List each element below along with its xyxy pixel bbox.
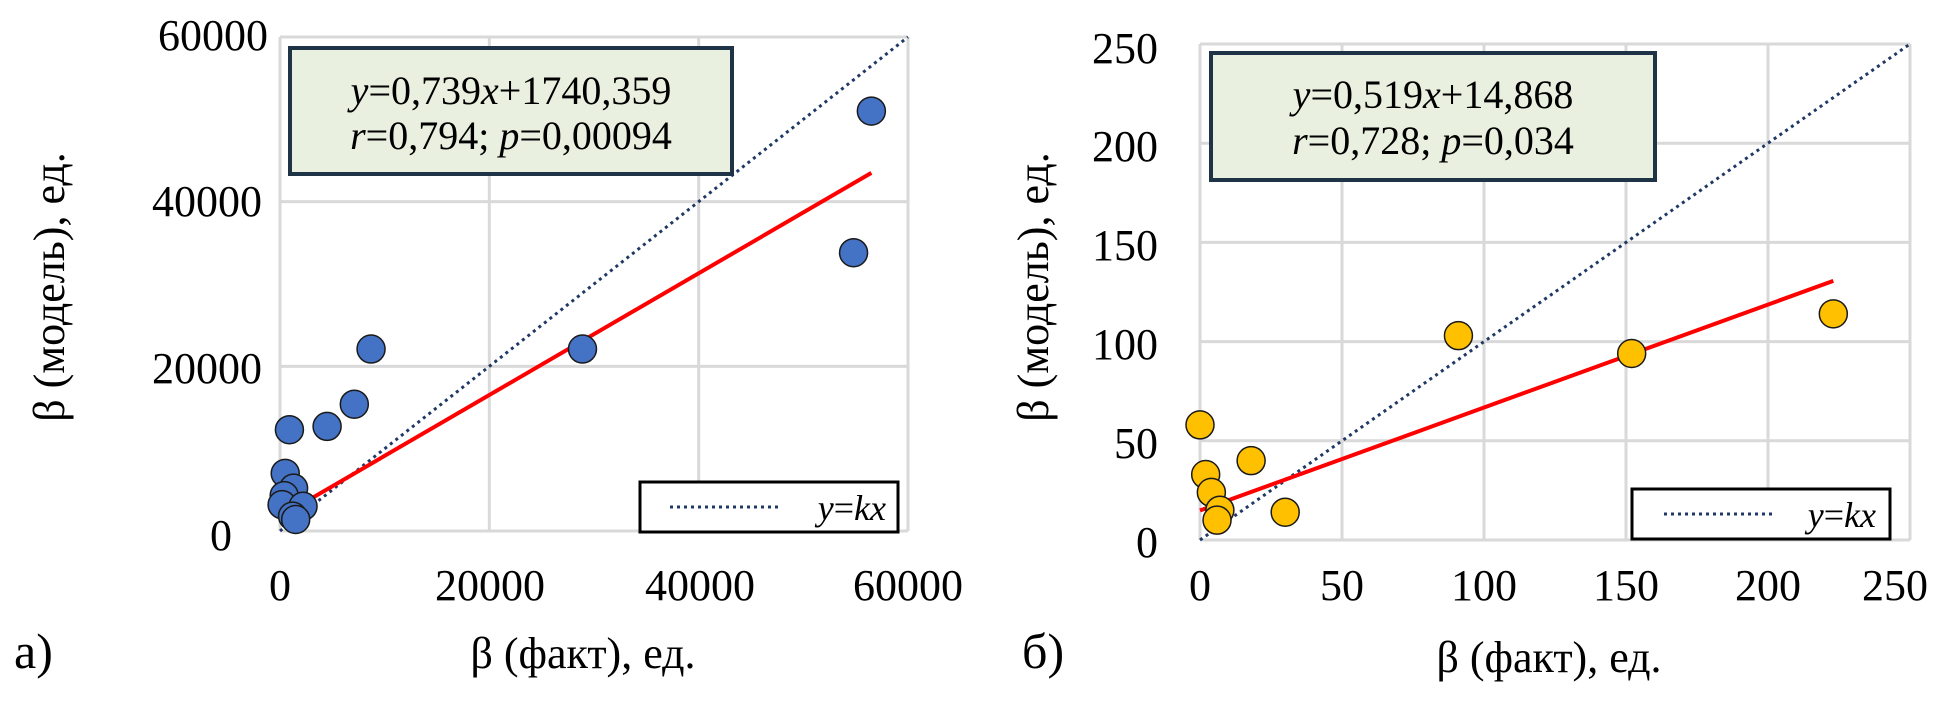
data-point-b-4: [1236, 445, 1266, 476]
equation-line1-a: y=0,739x+1740,359: [347, 68, 672, 113]
panel-label-b: б): [1022, 623, 1064, 679]
x-tick-b-1: 50: [1320, 561, 1364, 610]
data-point-a-2: [567, 334, 598, 364]
data-point-b-1: [1616, 338, 1647, 369]
equation-line1-b: y=0,519x+14,868: [1289, 72, 1574, 117]
y-tick-b-0: 0: [1136, 518, 1158, 567]
y-axis-label-b: β (модель), ед.: [1009, 152, 1058, 422]
data-point-a-3: [356, 334, 386, 364]
x-tick-b-4: 200: [1735, 561, 1801, 610]
x-tick-b-3: 150: [1593, 561, 1659, 610]
y-tick-b-1: 50: [1114, 419, 1158, 468]
chart-panel-b: 0 50 100 150 200 250 0 50 100 150 200 25…: [1009, 24, 1928, 682]
data-point-a-6: [274, 414, 305, 445]
x-tick-b-0: 0: [1189, 561, 1211, 610]
x-tick-b-5: 250: [1862, 561, 1928, 610]
legend-box-b: [1630, 487, 1892, 541]
points-a: [267, 96, 887, 535]
y-tick-a-1: 20000: [152, 344, 262, 393]
x-axis-label-a: β (факт), ед.: [470, 629, 695, 678]
equation-box-a: [288, 46, 734, 176]
identity-line-a: [279, 35, 909, 533]
y-tick-a-3: 60000: [158, 11, 268, 60]
data-point-a-4: [339, 389, 370, 419]
data-point-b-9: [1270, 497, 1300, 527]
x-tick-a-3: 60000: [853, 561, 963, 610]
equation-line2-b: r=0,728; p=0,034: [1292, 118, 1574, 163]
points-b: [1185, 299, 1849, 535]
y-tick-b-2: 100: [1092, 320, 1158, 369]
y-tick-a-0: 0: [210, 511, 232, 560]
panel-label-a: а): [14, 623, 53, 679]
x-tick-a-2: 40000: [645, 561, 755, 610]
equation-line2-a: r=0,794; p=0,00094: [350, 113, 672, 158]
y-tick-a-2: 40000: [152, 177, 262, 226]
legend-label-b: y=kx: [1805, 495, 1876, 535]
x-tick-a-1: 20000: [435, 561, 545, 610]
data-point-b-0: [1818, 299, 1849, 329]
data-point-a-5: [312, 411, 342, 442]
identity-line-b: [1199, 42, 1911, 542]
data-point-b-8: [1202, 505, 1232, 535]
y-tick-b-3: 150: [1092, 221, 1158, 270]
y-tick-b-4: 200: [1092, 122, 1158, 171]
legend-box-a: [638, 480, 900, 534]
equation-box-b: [1209, 51, 1657, 182]
x-tick-a-0: 0: [269, 561, 291, 610]
y-tick-b-5: 250: [1092, 24, 1158, 73]
y-axis-label-a: β (модель), ед.: [25, 152, 74, 422]
data-point-b-2: [1443, 320, 1474, 351]
data-point-b-3: [1185, 410, 1215, 440]
data-point-a-13: [280, 504, 311, 535]
trend-line-b: [1199, 278, 1835, 513]
data-point-a-1: [838, 237, 869, 268]
data-point-a-0: [856, 96, 887, 126]
x-tick-b-2: 100: [1451, 561, 1517, 610]
legend-label-a: y=kx: [815, 488, 886, 528]
chart-panel-a: 0 20000 40000 60000 0 20000 40000 60000 …: [14, 11, 963, 679]
x-axis-label-b: β (факт), ед.: [1436, 633, 1661, 682]
